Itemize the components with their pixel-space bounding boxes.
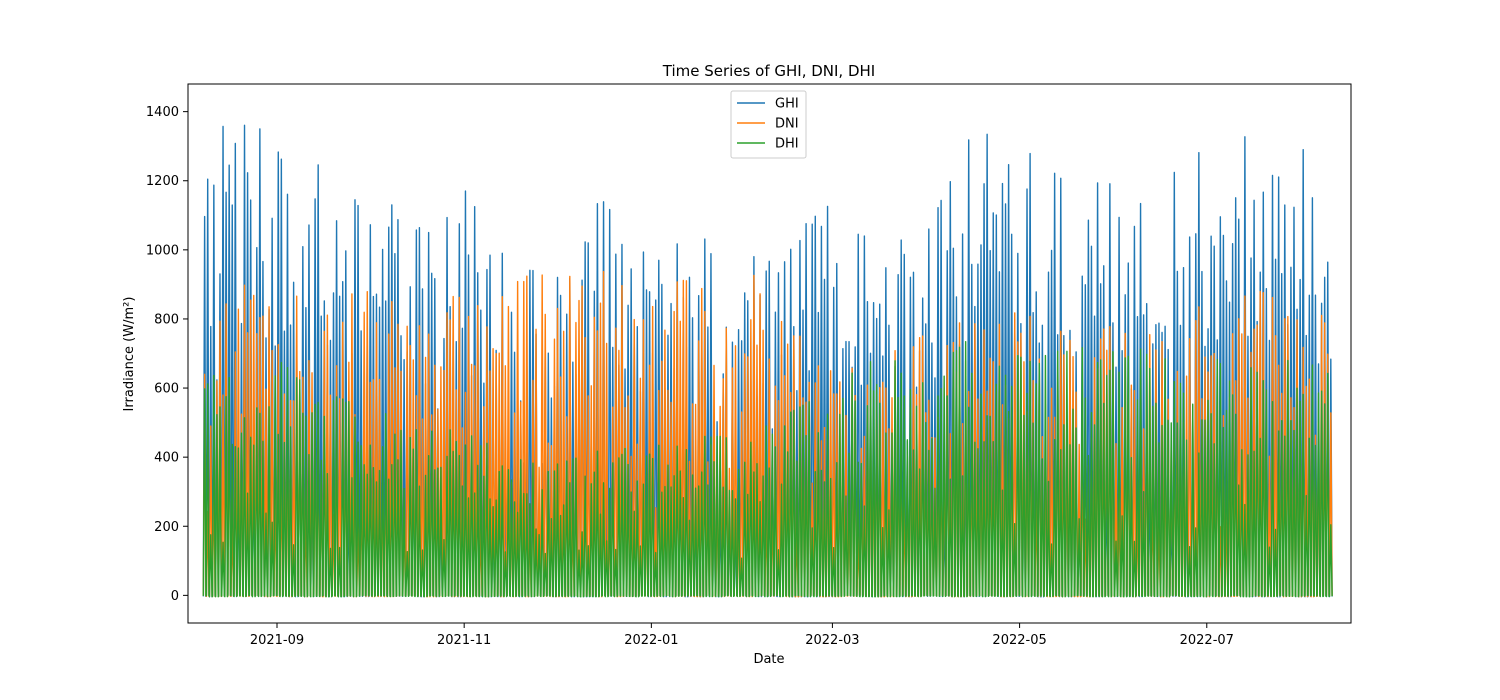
x-tick-label: 2022-01: [624, 633, 678, 648]
legend: GHI DNI DHI: [730, 90, 807, 159]
y-tick-label: 1200: [146, 174, 179, 189]
y-tick-label: 0: [171, 589, 179, 604]
x-axis-label: Date: [753, 652, 784, 667]
x-tick-label: 2021-11: [437, 633, 491, 648]
chart-title: Time Series of GHI, DNI, DHI: [662, 62, 875, 80]
x-tick-label: 2021-09: [250, 633, 304, 648]
series-line-dhi: [202, 340, 1333, 598]
y-axis: 0 200 400 600 800 1000 1200 1400: [146, 105, 188, 604]
y-tick-label: 800: [154, 312, 179, 327]
x-tick-label: 2022-07: [1180, 633, 1234, 648]
x-tick-label: 2022-03: [805, 633, 859, 648]
y-tick-label: 200: [154, 520, 179, 535]
y-tick-label: 400: [154, 451, 179, 466]
plot-frame: [187, 83, 1352, 624]
x-tick-label: 2022-05: [992, 633, 1046, 648]
y-tick-label: 600: [154, 382, 179, 397]
legend-box: [730, 90, 807, 159]
legend-label-ghi: GHI: [775, 97, 799, 112]
x-axis: 2021-09 2021-11 2022-01 2022-03 2022-05 2022-…: [250, 623, 1234, 648]
legend-label-dhi: DHI: [775, 137, 799, 152]
legend-label-dni: DNI: [775, 117, 799, 132]
y-tick-label: 1000: [146, 243, 179, 258]
y-axis-label: Irradiance (W/m²): [122, 297, 137, 412]
y-tick-label: 1400: [146, 105, 179, 120]
series-layer: [202, 124, 1333, 598]
